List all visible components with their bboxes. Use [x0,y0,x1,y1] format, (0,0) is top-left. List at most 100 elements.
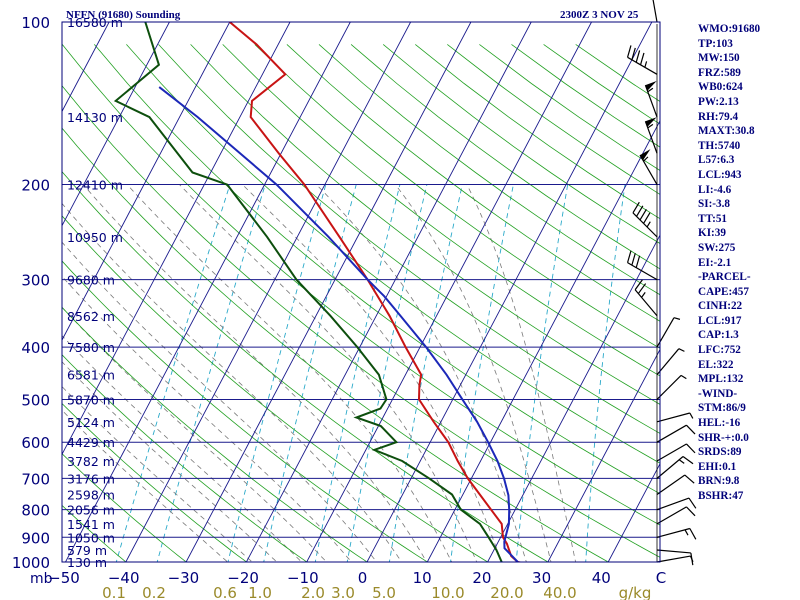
index-row: CAP:1.3 [698,329,739,342]
wind-barb-staff [627,262,658,281]
isotherm-line [65,22,351,562]
temperature-tick-label: −30 [168,569,200,587]
isotherm-line [62,22,231,341]
wind-barb-half [647,123,654,129]
wind-barb-half [643,156,649,162]
wind-barb-half [644,61,648,68]
wind-barb [634,279,658,317]
mixing-ratio-tick-label: 10.0 [431,584,464,600]
temperature-tick-label: −40 [108,569,140,587]
mixing-ratio-tick-label: 5.0 [372,584,396,600]
moist-adiabat-line [62,409,229,562]
height-label: 6581 m [67,368,115,383]
index-row: TH:5740 [698,139,741,152]
mixing-ratio-line [515,184,569,562]
index-row: MPL:132 [698,373,744,386]
wind-barb [656,555,694,563]
moist-adiabat-line [82,184,428,562]
index-row: MW:150 [698,52,740,65]
wind-barb [656,497,697,511]
isotherm-line [185,22,472,562]
temperature-tick-label: 20 [472,569,491,587]
wind-barb-staff [652,0,658,23]
wind-barb-full [639,209,647,221]
wind-barb-full [690,552,694,566]
pressure-tick-label: 800 [21,502,50,520]
dry-adiabat-line [62,306,368,562]
moist-adiabat-line [62,335,303,562]
temperature-tick-label: 40 [592,569,611,587]
isotherm-line [62,22,170,227]
isotherm-line [547,348,660,562]
mixing-ratio-line [227,184,327,562]
wind-barb-pennant [640,149,651,161]
wind-barb-staff [656,348,680,376]
moist-adiabat-line [179,184,478,562]
pressure-tick-label: 600 [21,434,50,452]
wind-barb-full [634,279,643,291]
pressure-tick-label: 900 [21,529,50,547]
mixing-ratio-line [450,184,514,562]
index-row: TT:51 [698,212,728,225]
valid-time: 2300Z 3 NOV 25 [560,9,639,21]
moist-adiabat-line [242,184,503,562]
index-row: BSHR:47 [698,490,744,502]
wind-barb-half [647,87,654,93]
mixing-ratio-line [156,184,266,562]
wind-barb [656,443,696,462]
mixing-ratio-tick-label: 3.0 [331,584,355,600]
index-row: SW:275 [698,241,736,254]
index-row: -PARCEL- [698,271,751,284]
wind-barb [656,506,696,525]
height-label: 8562 m [67,309,115,324]
wind-barb-half [678,459,685,464]
mixing-ratio-tick-label: 0.1 [102,584,126,600]
mixing-ratio-line [263,184,357,562]
height-label: 7580 m [67,340,115,355]
pressure-tick-label: 100 [21,14,50,32]
height-label: 1541 m [67,517,115,532]
index-row: LI:-4.6 [698,183,732,196]
wind-barb-pennant [645,81,657,91]
height-label: 2056 m [67,503,115,518]
wind-barb-staff [656,527,690,538]
index-row: WMO:91680 [698,23,761,35]
temperature-profile-line [229,22,524,562]
wind-barb-full [635,50,641,63]
mixing-ratio-tick-label: 40.0 [543,584,576,600]
height-label: 14130 m [67,110,123,125]
wind-barb [656,412,694,423]
wind-barb-staff [656,456,684,479]
index-panel: WMO:91680 TP:103 MW:150 FRZ:589 WB0:624 PW:2.… [698,22,798,504]
isotherm-line [246,22,532,562]
index-row: EI:-2.1 [698,256,732,269]
isotherm-line [62,22,291,456]
wind-barb [632,201,658,238]
wind-barb-half [689,412,694,419]
temperature-tick-label: 0 [358,569,368,587]
wind-barb-full [688,497,697,509]
wind-barb [652,0,658,23]
wind-barb [656,348,685,376]
wind-barb-full [682,456,694,465]
index-row: L57:6.3 [698,154,735,167]
station-title: NFFN (91680) Sounding [66,9,181,21]
dry-adiabat-line [222,44,660,377]
index-row: FRZ:589 [698,66,741,79]
wind-barb-staff [656,555,691,563]
index-row: CINH:22 [698,300,743,313]
wind-barb [626,45,658,75]
wind-barb-staff [656,497,690,511]
dry-adiabat-line [62,504,127,562]
mixing-ratio-line [585,184,626,562]
mixing-ratio-tick-label: 0.6 [213,584,237,600]
wind-barb-half [680,374,687,380]
wind-barb-staff [627,56,658,75]
height-label: 579 m [67,543,107,558]
wind-barb-full [643,212,651,224]
wind-barb-staff [656,374,682,400]
plot-frame [61,21,661,563]
wind-barb [656,374,687,400]
index-row: CAPE:457 [698,285,749,298]
dry-adiabat-line [286,44,660,322]
